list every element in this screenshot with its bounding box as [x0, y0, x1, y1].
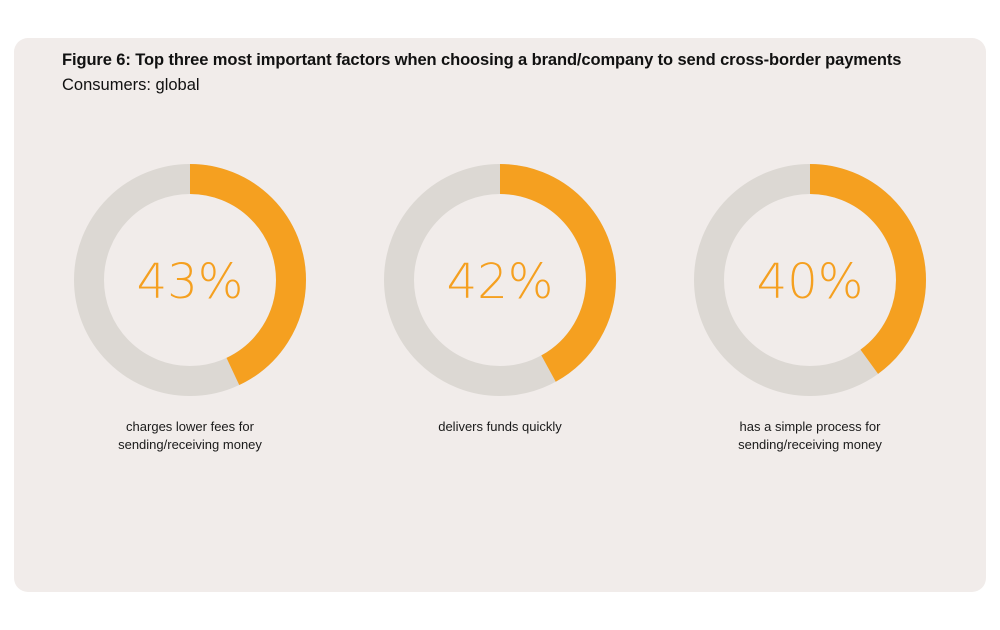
factor-label-2: delivers funds quickly	[370, 418, 630, 436]
factor-label-1: charges lower fees for sending/receiving…	[60, 418, 320, 454]
donut-arc-2	[384, 164, 616, 396]
factor-label-3: has a simple process for sending/receivi…	[680, 418, 940, 454]
factor-label-2-line-1: delivers funds quickly	[438, 419, 562, 434]
factor-label-3-line-1: has a simple process for	[739, 419, 881, 434]
donut-chart-1: 43%	[72, 162, 308, 398]
percentage-value-3: 40%	[757, 254, 864, 310]
factor-label-3-line-2: sending/receiving money	[738, 437, 882, 452]
donut-arc-3	[694, 164, 926, 396]
percentage-value-2: 42%	[447, 254, 554, 310]
factor-label-1-line-2: sending/receiving money	[118, 437, 262, 452]
figure-subtitle: Consumers: global	[62, 76, 200, 94]
percentage-value-1: 43%	[137, 254, 244, 310]
figure-card	[14, 38, 986, 592]
donut-chart-2: 42%	[382, 162, 618, 398]
factor-label-1-line-1: charges lower fees for	[126, 419, 254, 434]
donut-chart-3: 40%	[692, 162, 928, 398]
figure-title: Figure 6: Top three most important facto…	[62, 51, 902, 69]
donut-arc-1	[74, 164, 306, 396]
donut-svg-3: 40%	[694, 164, 926, 396]
donut-svg-2: 42%	[384, 164, 616, 396]
donut-svg-1: 43%	[74, 164, 306, 396]
